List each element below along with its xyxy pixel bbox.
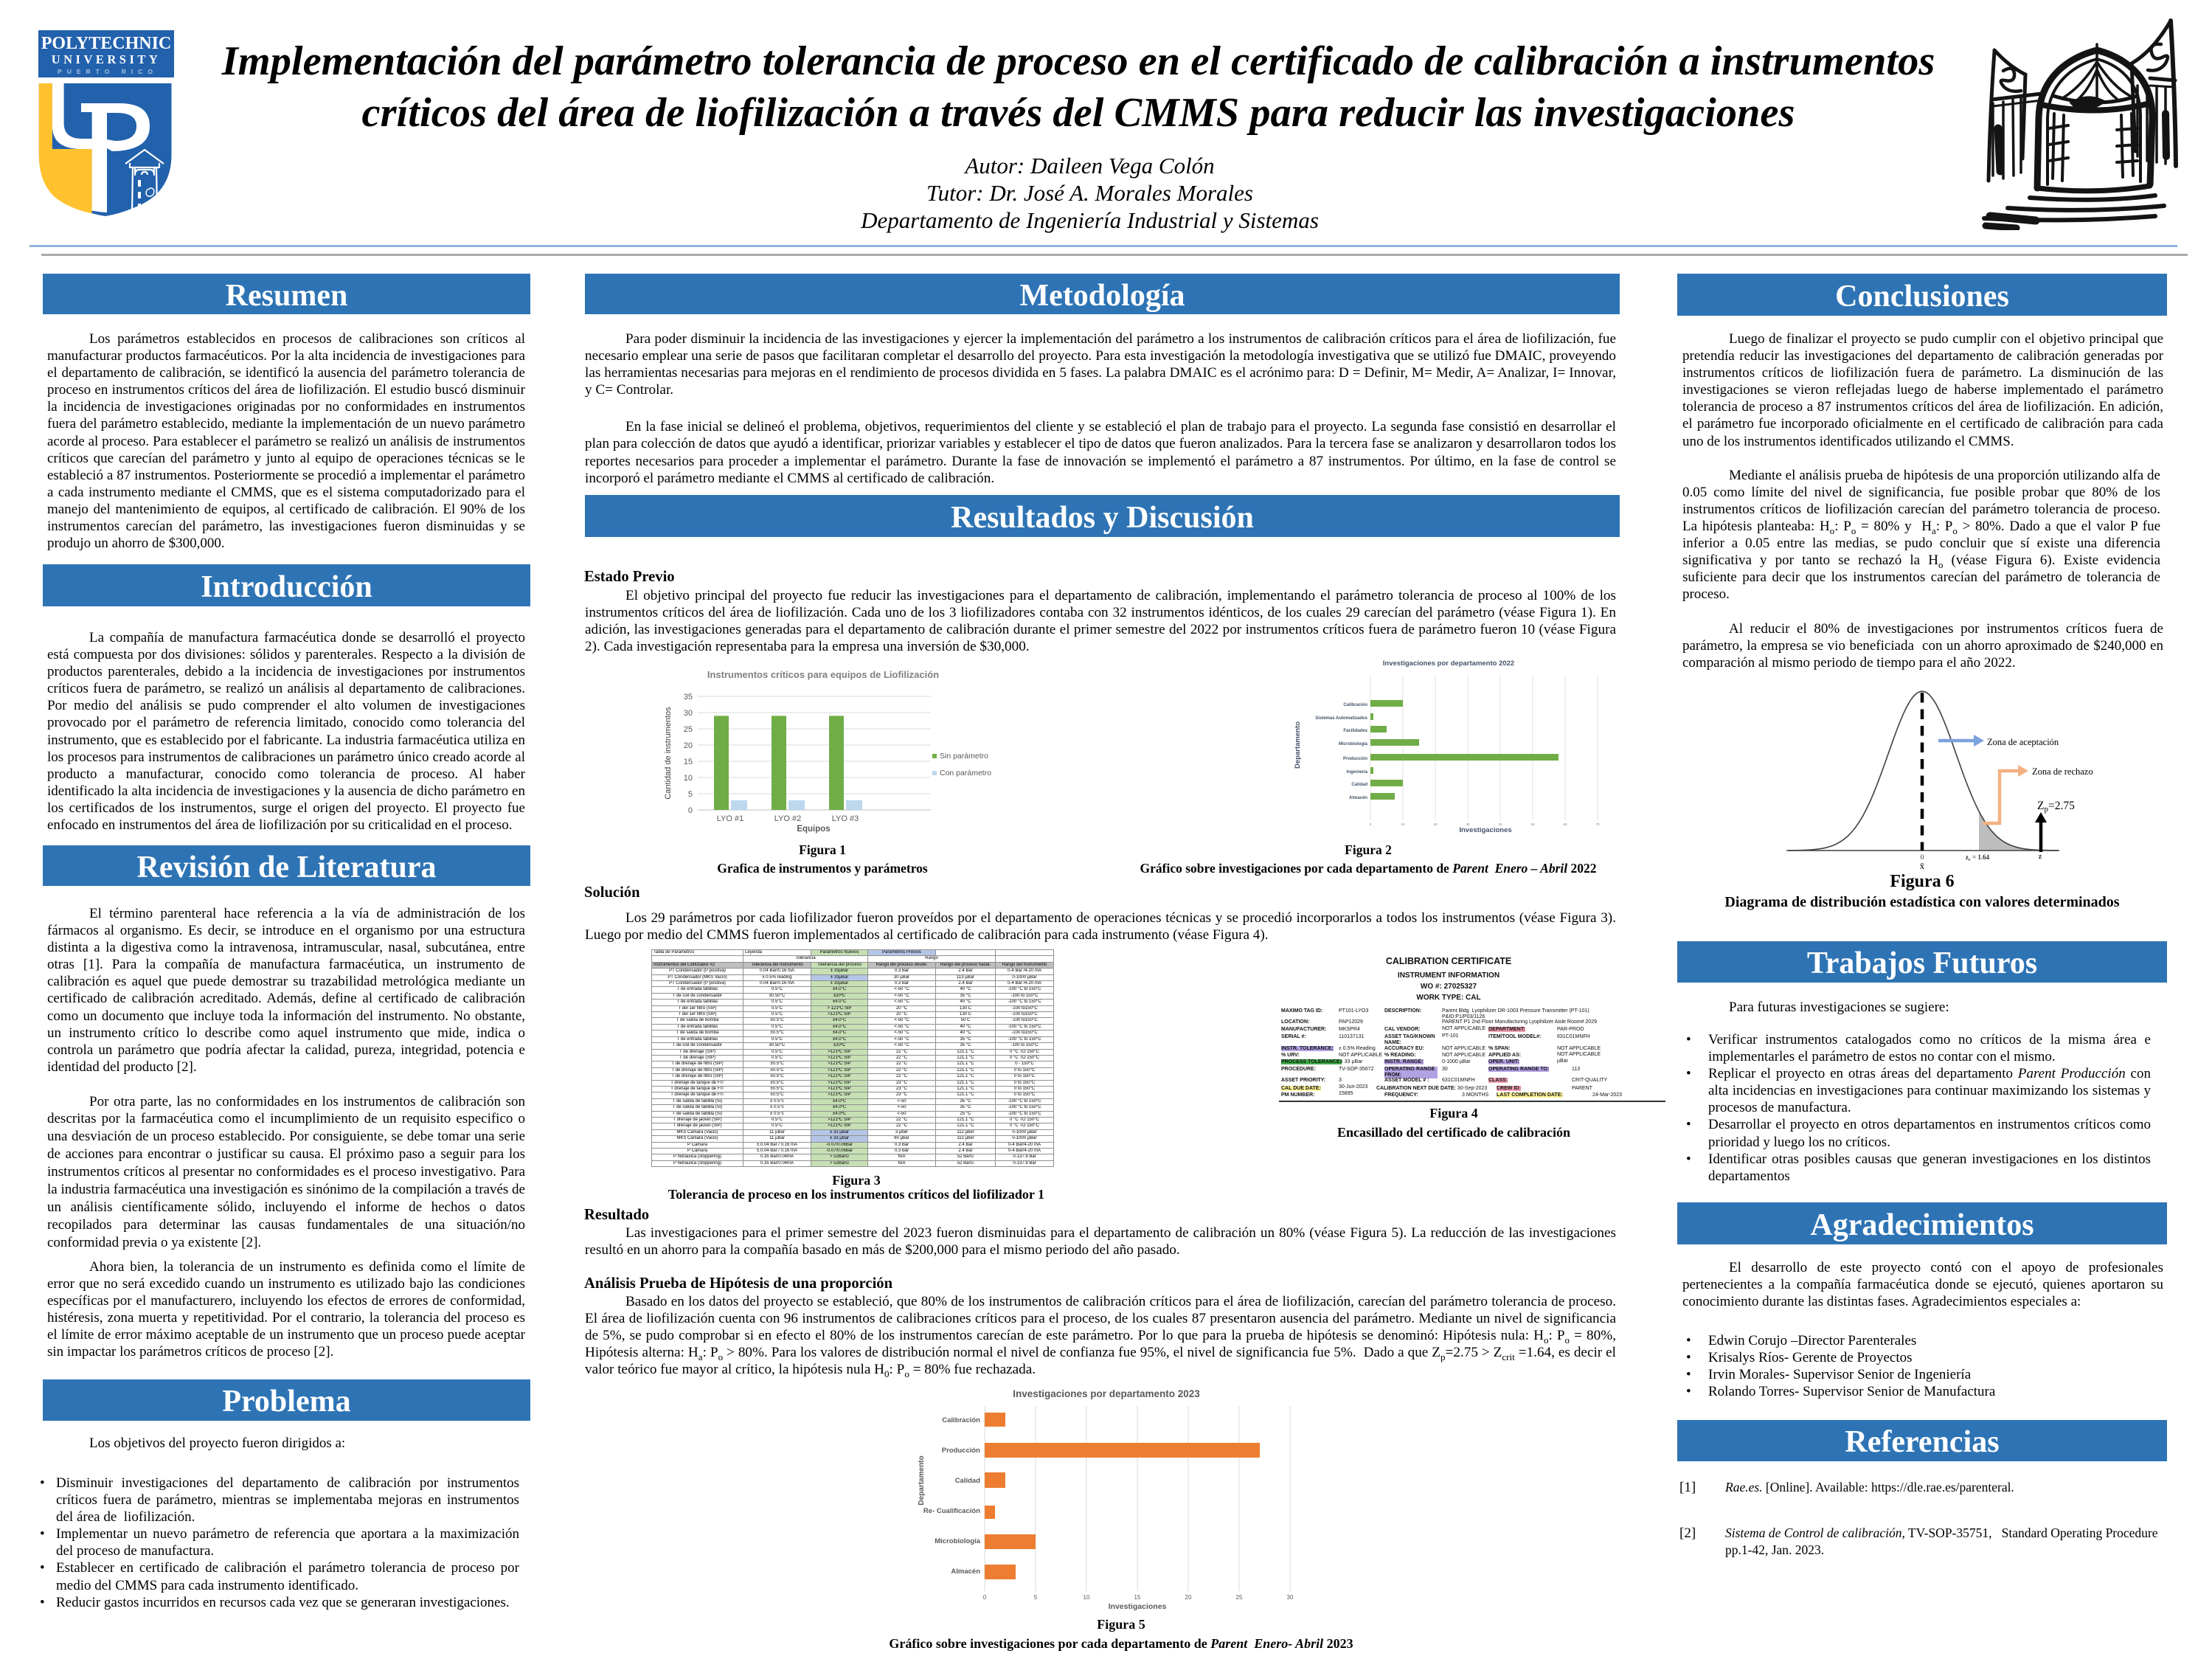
svg-text:LYO #2: LYO #2 xyxy=(774,814,802,823)
svg-text:Investigaciones por departamen: Investigaciones por departamento 2022 xyxy=(1383,659,1514,668)
svg-text:10: 10 xyxy=(684,774,693,783)
svg-text:Calidad: Calidad xyxy=(955,1477,981,1485)
svg-text:Almacén: Almacén xyxy=(1349,796,1367,800)
svg-text:PUERTO RICO: PUERTO RICO xyxy=(58,68,158,75)
svg-text:Sin parámetro: Sin parámetro xyxy=(940,752,988,761)
svg-text:30: 30 xyxy=(1287,1594,1294,1601)
svg-text:Cantidad de instrumentos: Cantidad de instrumentos xyxy=(664,707,673,800)
svg-text:Zp=2.75: Zp=2.75 xyxy=(2037,800,2075,814)
svg-text:0: 0 xyxy=(1921,854,1924,862)
svg-text:20: 20 xyxy=(1433,822,1438,826)
svg-text:Microbiología: Microbiología xyxy=(935,1537,980,1545)
svg-text:LYO #1: LYO #1 xyxy=(717,814,744,823)
svg-text:Equipos: Equipos xyxy=(797,825,830,834)
svg-text:Investigaciones: Investigaciones xyxy=(1109,1602,1167,1611)
svg-text:POLYTECHNIC: POLYTECHNIC xyxy=(41,34,171,53)
svg-text:25: 25 xyxy=(1236,1594,1243,1601)
svg-text:Investigaciones: Investigaciones xyxy=(1459,826,1511,834)
svg-text:Facilidades: Facilidades xyxy=(1343,729,1367,733)
svg-text:Re- Cualificación: Re- Cualificación xyxy=(923,1507,980,1515)
svg-text:25: 25 xyxy=(684,725,693,734)
svg-text:0: 0 xyxy=(688,806,693,815)
svg-text:Producción: Producción xyxy=(942,1447,980,1455)
svg-text:0: 0 xyxy=(983,1594,987,1601)
svg-text:Instrumentos críticos para equ: Instrumentos críticos para equipos de Li… xyxy=(707,669,939,680)
svg-text:Almacén: Almacén xyxy=(951,1568,980,1576)
svg-text:Departamento: Departamento xyxy=(918,1455,926,1505)
svg-text:10: 10 xyxy=(1401,822,1405,826)
svg-text:20: 20 xyxy=(684,741,693,750)
svg-text:Microbiología: Microbiología xyxy=(1339,742,1368,747)
svg-text:15: 15 xyxy=(1134,1594,1141,1601)
svg-text:40: 40 xyxy=(1498,822,1502,826)
svg-text:UNIVERSITY: UNIVERSITY xyxy=(52,52,162,66)
svg-text:10: 10 xyxy=(1084,1594,1090,1601)
svg-text:60: 60 xyxy=(1563,822,1567,826)
svg-text:LYO #3: LYO #3 xyxy=(832,814,859,823)
svg-text:15: 15 xyxy=(684,758,693,766)
svg-text:0: 0 xyxy=(1370,822,1372,826)
svg-text:zc = 1.64: zc = 1.64 xyxy=(1966,853,1990,862)
svg-text:z: z xyxy=(2039,853,2042,861)
svg-text:Zona de rechazo: Zona de rechazo xyxy=(2032,766,2093,777)
svg-text:Calidad: Calidad xyxy=(1351,783,1367,787)
svg-text:Producción: Producción xyxy=(1343,757,1367,761)
svg-text:Con parámetro: Con parámetro xyxy=(940,769,991,777)
svg-text:30: 30 xyxy=(1466,822,1470,826)
svg-text:50: 50 xyxy=(1530,822,1535,826)
svg-text:20: 20 xyxy=(1185,1594,1192,1601)
svg-text:Calibración: Calibración xyxy=(942,1416,980,1424)
svg-text:70: 70 xyxy=(1595,822,1600,826)
svg-text:Departamento: Departamento xyxy=(1294,721,1302,769)
svg-text:Zona de aceptación: Zona de aceptación xyxy=(1987,737,2059,747)
svg-text:Investigaciones por departamen: Investigaciones por departamento 2023 xyxy=(1013,1388,1200,1399)
svg-text:30: 30 xyxy=(684,709,693,718)
svg-text:Calibración: Calibración xyxy=(1343,703,1367,707)
svg-text:35: 35 xyxy=(684,693,693,702)
svg-text:5: 5 xyxy=(688,790,693,799)
svg-text:Ingeniería: Ingeniería xyxy=(1347,770,1368,775)
svg-text:5: 5 xyxy=(1034,1594,1038,1601)
svg-text:Sistemas Automatizados: Sistemas Automatizados xyxy=(1315,716,1367,721)
svg-text:x̄: x̄ xyxy=(1920,860,1925,871)
